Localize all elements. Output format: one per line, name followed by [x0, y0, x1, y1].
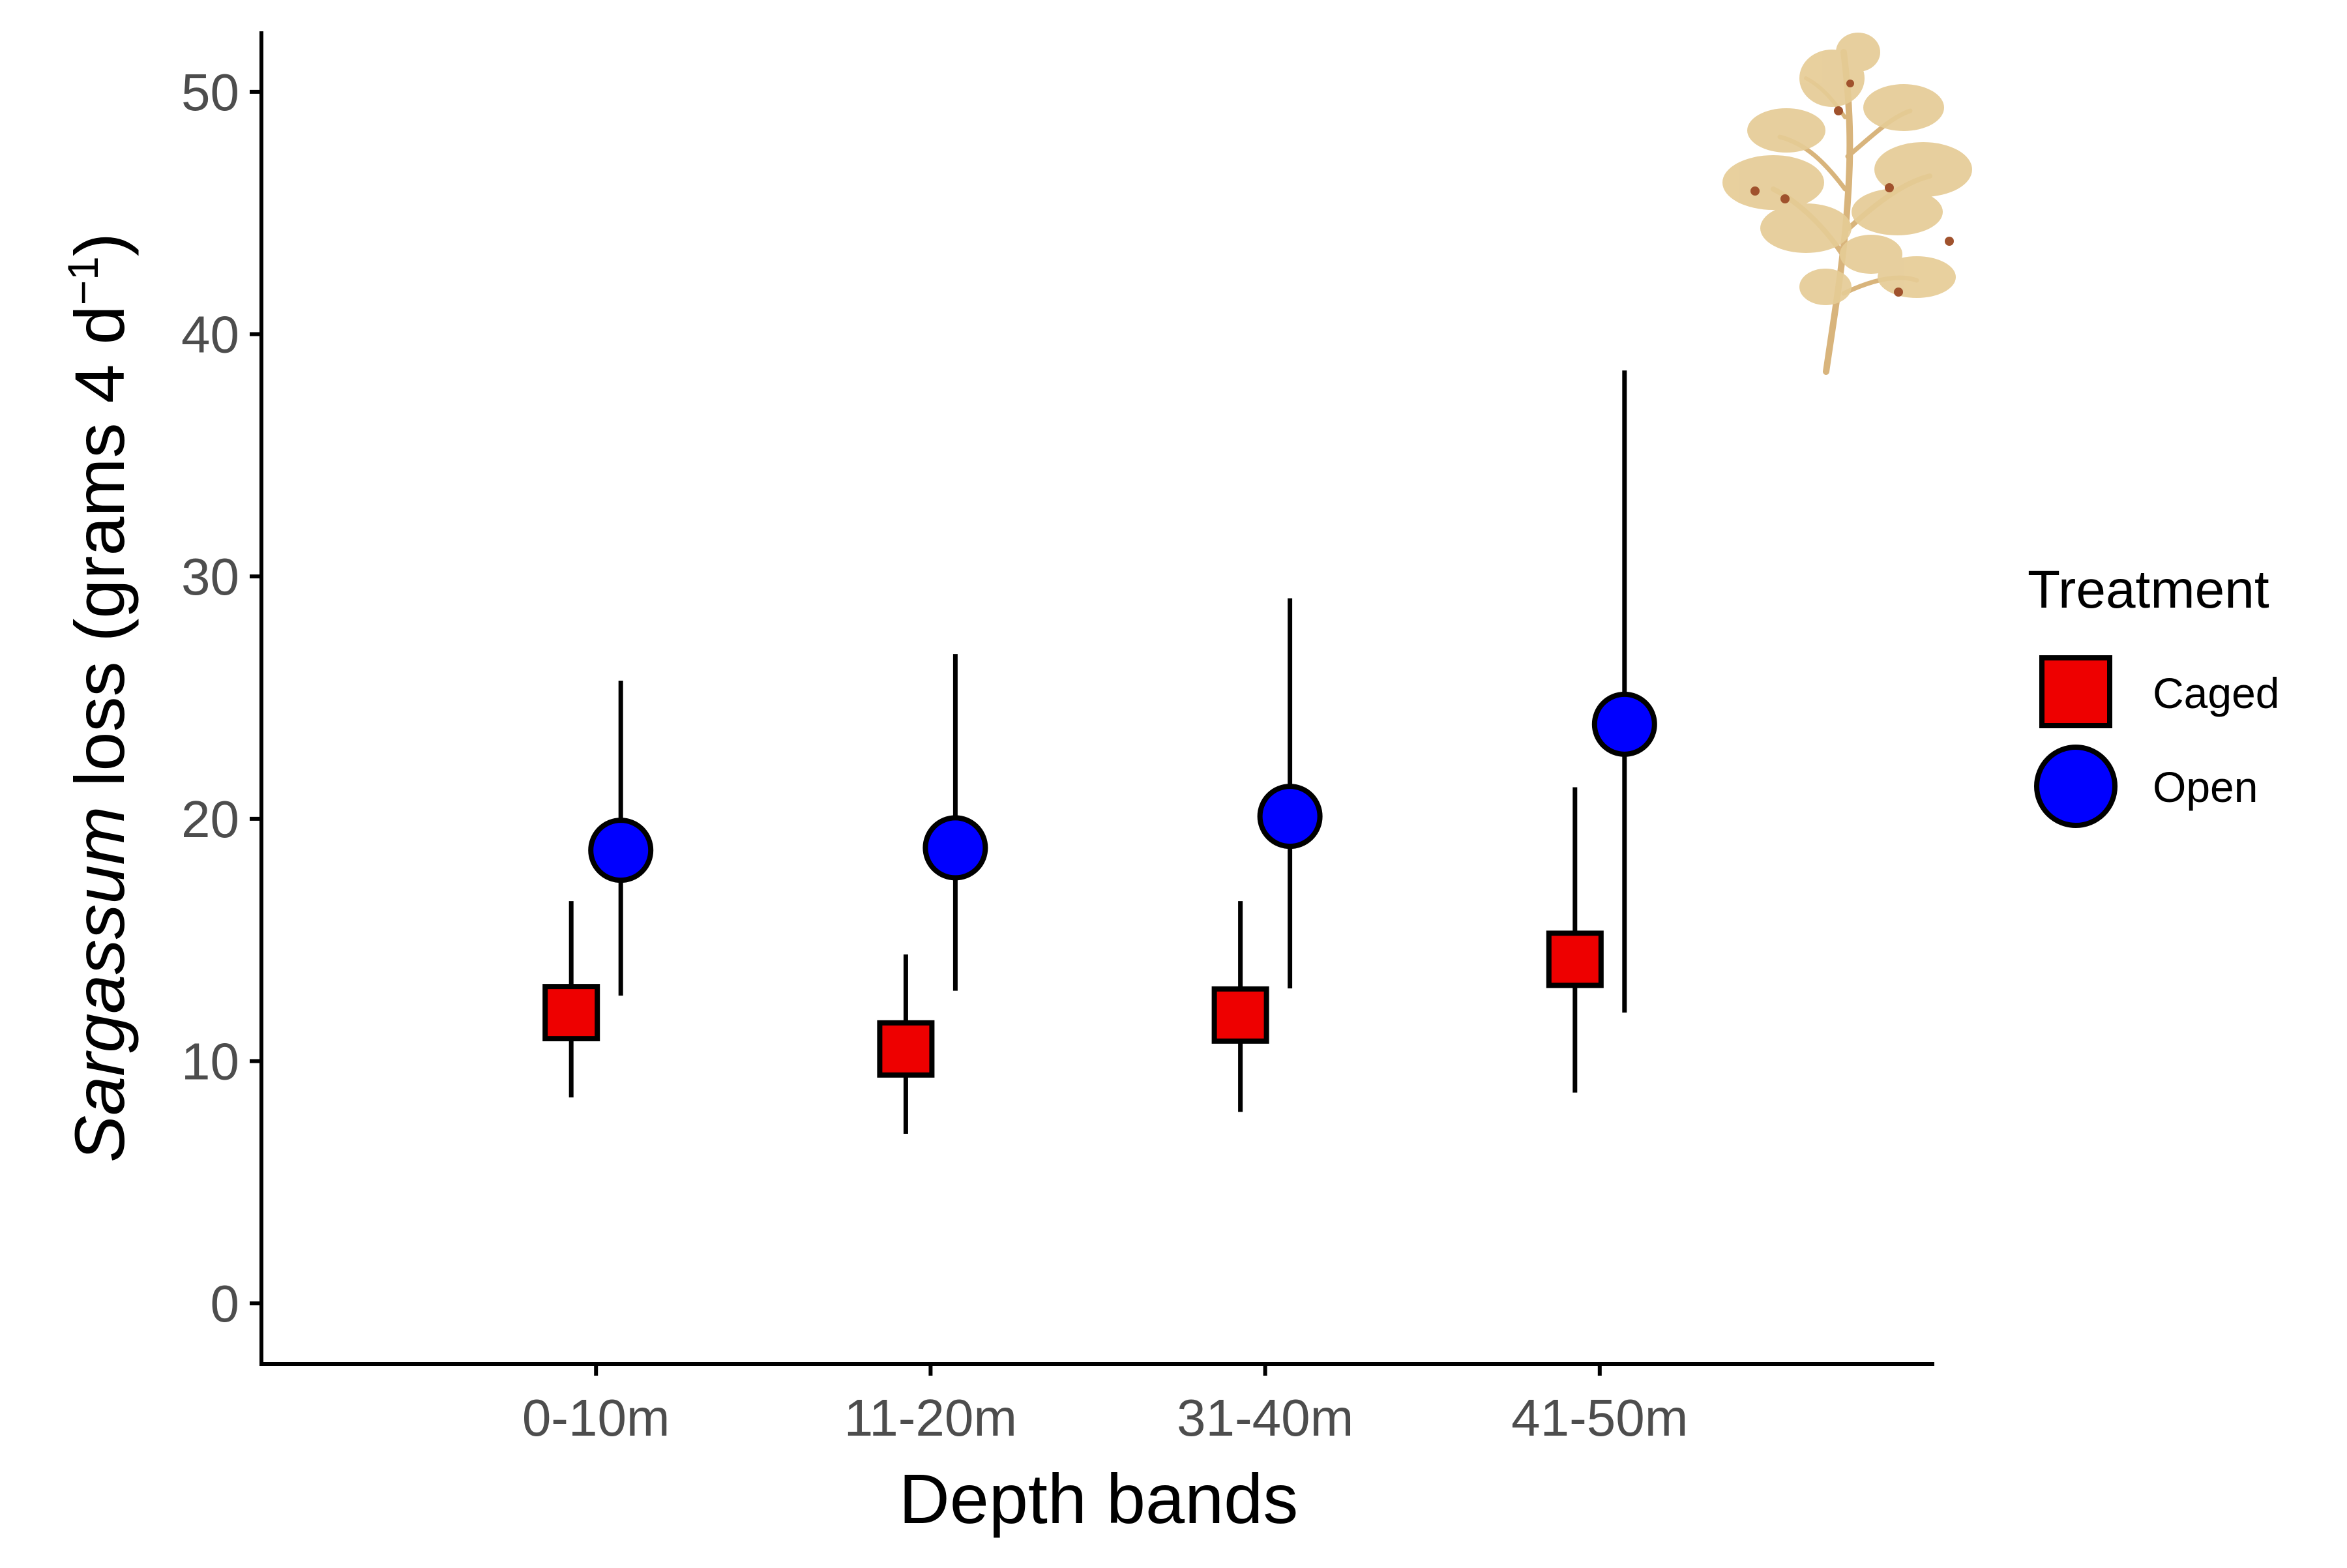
data-points	[542, 691, 1657, 1078]
y-tick-label: 40	[181, 306, 239, 364]
point-open	[923, 815, 988, 881]
point-open	[1257, 784, 1323, 850]
legend-label-open: Open	[2153, 763, 2258, 811]
point-caged	[1546, 930, 1604, 988]
y-axis-title-main: loss (grams 4 d	[60, 305, 139, 806]
point-caged	[877, 1020, 935, 1078]
y-axis-title: Sargassum loss (grams 4 d−1)	[59, 233, 139, 1162]
legend-label-caged: Caged	[2153, 669, 2280, 717]
x-axis-title: Depth bands	[899, 1459, 1298, 1538]
x-tick-label: 11-20m	[844, 1389, 1017, 1447]
point-open	[588, 818, 654, 883]
point-caged	[542, 984, 600, 1042]
y-axis-title-italic: Sargassum	[60, 806, 139, 1162]
legend-title: Treatment	[2028, 560, 2269, 619]
point-caged	[1211, 986, 1269, 1044]
x-ticks: 0-10m 11-20m 31-40m 41-50m	[522, 1364, 1688, 1447]
x-tick-label: 0-10m	[522, 1389, 670, 1447]
legend: Treatment Caged Open	[2028, 560, 2280, 828]
y-tick-label: 30	[181, 548, 239, 606]
legend-key-caged	[2039, 655, 2112, 728]
x-tick-label: 31-40m	[1177, 1389, 1353, 1447]
legend-key-open	[2034, 745, 2118, 828]
x-tick-label: 41-50m	[1511, 1389, 1688, 1447]
y-ticks: 0 10 20 30 40 50	[181, 63, 261, 1333]
y-tick-label: 0	[211, 1275, 240, 1333]
y-tick-label: 20	[181, 790, 239, 848]
sargassum-illustration	[1722, 33, 1972, 375]
y-axis-title-superscript: −1	[59, 256, 107, 305]
point-open	[1591, 691, 1657, 757]
y-axis-title-close: )	[60, 233, 139, 256]
y-tick-label: 50	[181, 63, 239, 121]
y-tick-label: 10	[181, 1032, 239, 1090]
